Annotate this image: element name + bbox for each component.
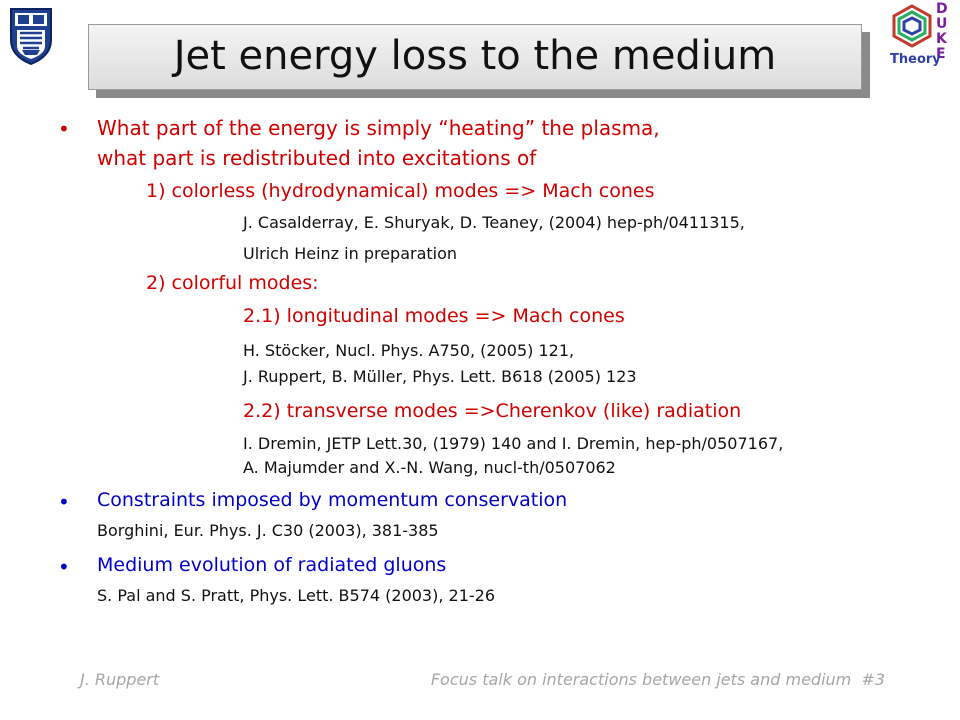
bullet-marker: •: [58, 555, 70, 579]
logo-letter-e: E: [936, 46, 946, 62]
bullet1-ref1a: J. Casalderray, E. Shuryak, D. Teaney, (…: [243, 213, 745, 232]
bullet1-ref22a: I. Dremin, JETP Lett.30, (1979) 140 and …: [243, 434, 784, 453]
bullet1-item2: 2) colorful modes:: [146, 272, 319, 294]
footer-talk-info: Focus talk on interactions between jets …: [430, 670, 885, 689]
duke-theory-logo: D U K E Theory: [884, 2, 958, 72]
bullet2-text: Constraints imposed by momentum conserva…: [97, 489, 568, 511]
university-shield-logo: [10, 8, 52, 66]
logo-caption: Theory: [890, 52, 941, 67]
bullet1-ref1b: Ulrich Heinz in preparation: [243, 244, 458, 263]
logo-letter-u: U: [936, 16, 948, 32]
bullet-marker: •: [58, 117, 70, 141]
bullet1-ref22b: A. Majumder and X.-N. Wang, nucl-th/0507…: [243, 458, 616, 477]
bullet1-line1: What part of the energy is simply “heati…: [97, 116, 660, 140]
bullet3-ref: S. Pal and S. Pratt, Phys. Lett. B574 (2…: [97, 586, 496, 605]
title-box: Jet energy loss to the medium: [88, 24, 862, 90]
bullet1-line2: what part is redistributed into excitati…: [97, 146, 537, 170]
bullet1-item22: 2.2) transverse modes =>Cherenkov (like)…: [243, 400, 742, 422]
bullet2-ref: Borghini, Eur. Phys. J. C30 (2003), 381-…: [97, 521, 439, 540]
bullet-marker: •: [58, 490, 70, 514]
logo-letter-k: K: [936, 31, 947, 47]
slide-title: Jet energy loss to the medium: [173, 33, 777, 79]
bullet1-ref21b: J. Ruppert, B. Müller, Phys. Lett. B618 …: [243, 367, 637, 386]
bullet1-item1: 1) colorless (hydrodynamical) modes => M…: [146, 180, 655, 202]
bullet3-text: Medium evolution of radiated gluons: [97, 554, 447, 576]
bullet1-ref21a: H. Stöcker, Nucl. Phys. A750, (2005) 121…: [243, 341, 575, 360]
logo-letter-d: D: [936, 1, 948, 17]
footer-author: J. Ruppert: [80, 670, 160, 689]
hexagon-icon: [892, 4, 932, 48]
bullet1-item21: 2.1) longitudinal modes => Mach cones: [243, 305, 625, 327]
